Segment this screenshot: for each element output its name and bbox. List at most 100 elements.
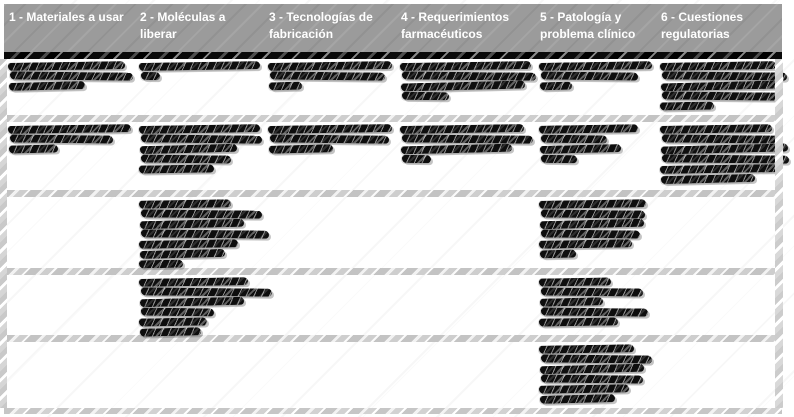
cell-r1-c3 bbox=[264, 59, 396, 115]
redacted-text-line bbox=[138, 124, 261, 134]
cell-r3-c4 bbox=[396, 197, 535, 268]
redacted-text-line bbox=[540, 71, 639, 81]
cell-r1-c4 bbox=[396, 59, 536, 115]
redacted-text-line bbox=[7, 124, 132, 134]
redacted-text-line bbox=[9, 134, 114, 144]
redacted-text-line bbox=[539, 363, 645, 375]
column-header-3: 3 - Tecnologías de fabricación bbox=[269, 10, 373, 41]
redacted-text-line bbox=[661, 71, 788, 81]
cell-r1-c5 bbox=[535, 59, 656, 115]
redacted-text-line bbox=[269, 134, 390, 144]
redacted-text-line bbox=[660, 143, 789, 155]
redacted-text-line bbox=[400, 80, 526, 92]
redacted-text-line bbox=[539, 143, 622, 154]
redacted-text-line bbox=[401, 71, 536, 81]
cell-r5-c4 bbox=[396, 342, 535, 408]
redacted-text-line bbox=[539, 297, 604, 307]
redacted-text-line bbox=[8, 81, 86, 91]
redacted-text-line bbox=[138, 277, 248, 287]
redacted-text-line bbox=[659, 164, 779, 174]
cell-r5-c5 bbox=[535, 342, 656, 408]
table-bottom-border bbox=[4, 408, 782, 414]
table-row-3 bbox=[4, 197, 782, 269]
cell-r5-c3 bbox=[264, 342, 396, 408]
redacted-text-line bbox=[138, 199, 232, 209]
redacted-text-line bbox=[140, 71, 161, 81]
table-row-1 bbox=[4, 59, 788, 115]
redacted-text-line bbox=[267, 124, 393, 134]
cell-r2-c5 bbox=[535, 122, 656, 190]
redacted-text-line bbox=[540, 134, 607, 144]
redacted-text-line bbox=[659, 124, 773, 134]
redacted-text-line bbox=[538, 61, 653, 71]
cell-r4-c2 bbox=[135, 275, 272, 337]
redacted-text-line bbox=[539, 394, 615, 404]
redacted-text-line bbox=[660, 80, 780, 92]
redacted-text-line bbox=[659, 61, 776, 71]
redacted-text-line bbox=[8, 144, 59, 154]
cell-r4-c3 bbox=[264, 275, 396, 335]
column-header-6: 6 - Cuestiones regulatorias bbox=[661, 10, 744, 41]
redacted-text-line bbox=[7, 61, 125, 71]
cell-r2-c3 bbox=[264, 122, 396, 190]
redacted-text-line bbox=[540, 354, 652, 364]
header-underline bbox=[4, 52, 782, 59]
redacted-text-line bbox=[139, 296, 245, 308]
redacted-text-line bbox=[661, 91, 781, 101]
cell-r4-c4 bbox=[396, 275, 535, 335]
redacted-text-line bbox=[269, 71, 386, 81]
cell-r5-c6 bbox=[656, 342, 782, 408]
cell-r3-c5 bbox=[535, 197, 656, 268]
redacted-text-line bbox=[401, 154, 431, 164]
redacted-text-line bbox=[399, 124, 525, 134]
cell-r1-c2 bbox=[135, 59, 264, 115]
redacted-text-line bbox=[140, 154, 231, 164]
redacted-text-line bbox=[268, 81, 303, 91]
redacted-text-line bbox=[538, 277, 612, 287]
redacted-text-line bbox=[540, 307, 649, 317]
cell-r2-c2 bbox=[135, 122, 264, 190]
cell-r3-c3 bbox=[264, 197, 396, 268]
cell-r1-c6 bbox=[656, 59, 788, 115]
cell-r2-c4 bbox=[396, 122, 535, 190]
table-left-border bbox=[0, 59, 7, 408]
redacted-text-line bbox=[138, 259, 183, 269]
row-separator bbox=[4, 190, 782, 197]
redacted-text-line bbox=[538, 317, 619, 327]
redacted-text-line bbox=[538, 344, 634, 354]
cell-r4-c5 bbox=[535, 275, 656, 335]
cell-r2-c6 bbox=[656, 122, 790, 190]
redacted-text-line bbox=[540, 287, 643, 297]
redacted-text-line bbox=[267, 61, 393, 71]
redacted-text-line bbox=[140, 307, 214, 317]
table-right-border bbox=[775, 59, 783, 408]
redacted-text-line bbox=[539, 218, 645, 230]
redacted-text-line bbox=[540, 229, 641, 239]
redacted-text-line bbox=[140, 287, 272, 297]
cell-r3-c1 bbox=[4, 197, 135, 268]
redacted-text-line bbox=[539, 81, 572, 91]
redacted-text-line bbox=[401, 91, 450, 101]
redacted-text-line bbox=[140, 134, 263, 144]
cell-r3-c2 bbox=[135, 197, 270, 269]
redacted-text-line bbox=[139, 218, 245, 230]
table-header-row: 1 - Materiales a usar 2 - Moléculas a lib… bbox=[4, 4, 782, 52]
redacted-text-line bbox=[538, 124, 639, 134]
redacted-text-line bbox=[400, 143, 513, 155]
redacted-text-line bbox=[138, 317, 207, 327]
redacted-text-line bbox=[401, 134, 534, 144]
table-row-4 bbox=[4, 275, 782, 337]
cell-r2-c1 bbox=[4, 122, 135, 190]
cell-r4-c1 bbox=[4, 275, 135, 335]
cell-r3-c6 bbox=[656, 197, 782, 268]
categories-table: 1 - Materiales a usar 2 - Moléculas a lib… bbox=[4, 4, 790, 408]
cell-r1-c1 bbox=[4, 59, 135, 115]
cell-r4-c6 bbox=[656, 275, 782, 335]
redacted-text-line bbox=[659, 101, 715, 111]
redacted-text-line bbox=[139, 248, 225, 260]
column-header-4: 4 - Requerimientos farmacéuticos bbox=[401, 10, 510, 41]
redacted-text-line bbox=[540, 154, 578, 164]
cell-r5-c1 bbox=[4, 342, 135, 408]
redacted-text-line bbox=[661, 134, 781, 144]
